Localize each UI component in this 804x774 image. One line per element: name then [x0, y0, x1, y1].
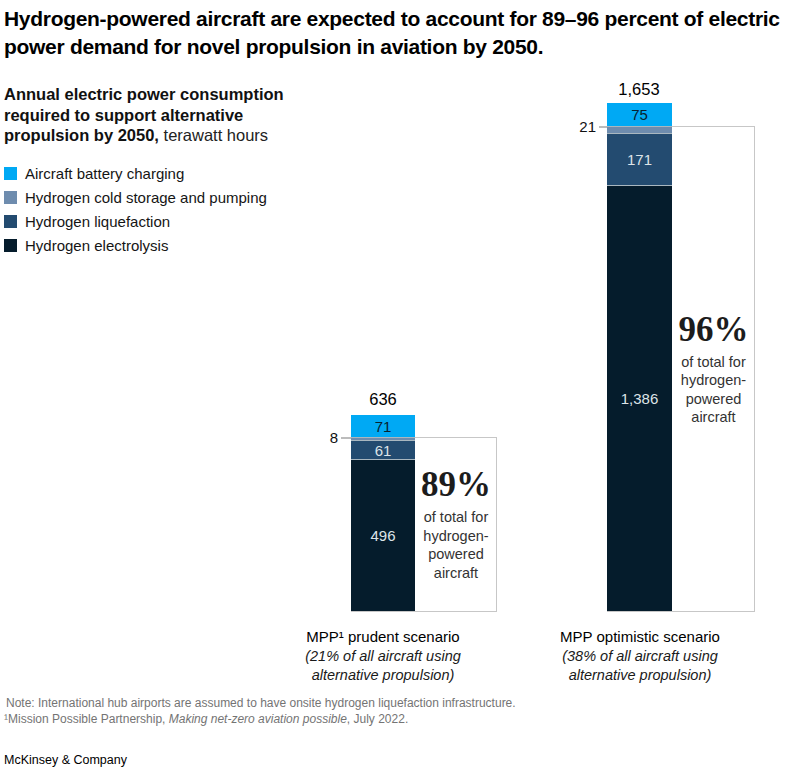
- legend-swatch-battery: [4, 167, 17, 180]
- segment-value-label: 1,386: [621, 390, 659, 407]
- cold-storage-callout-value: 21: [572, 119, 596, 135]
- annotation-line: of total for: [681, 353, 745, 372]
- legend-label: Hydrogen cold storage and pumping: [25, 189, 267, 206]
- segment-value-label: 171: [627, 151, 652, 168]
- legend-swatch-liquefaction: [4, 215, 17, 228]
- legend-item-liquefaction: Hydrogen liquefaction: [4, 209, 267, 233]
- bar-total-label: 636: [343, 390, 423, 409]
- segment-battery-charging: 71: [351, 415, 415, 437]
- bar-total-label: 1,653: [599, 80, 679, 99]
- page-title: Hydrogen-powered aircraft are expected t…: [4, 5, 796, 61]
- annotation-line: hydrogen-: [681, 371, 746, 390]
- note-text: Note: International hub airports are ass…: [6, 695, 766, 711]
- legend-item-battery: Aircraft battery charging: [4, 161, 267, 185]
- category-name: MPP optimistic scenario: [535, 627, 745, 647]
- annotation-text-optimistic: 96% of total for hydrogen- powered aircr…: [673, 126, 754, 611]
- legend-item-cold-storage: Hydrogen cold storage and pumping: [4, 185, 267, 209]
- annotation-line: powered: [686, 390, 742, 409]
- source-text: ¹Mission Possible Partnership, Making ne…: [4, 711, 764, 727]
- segment-electrolysis: 1,386: [607, 185, 672, 611]
- segment-value-label: 75: [631, 106, 648, 123]
- category-subnote: (38% of all aircraft using: [535, 647, 745, 666]
- cold-storage-callout-value: 8: [314, 430, 338, 446]
- pct-value: 96%: [679, 311, 749, 349]
- bar-prudent: 71 61 496: [351, 415, 415, 611]
- annotation-line: hydrogen-: [423, 527, 488, 546]
- source-suffix: , July 2022.: [347, 712, 408, 726]
- segment-liquefaction: 171: [607, 133, 672, 185]
- legend-label: Aircraft battery charging: [25, 165, 184, 182]
- leader-line: [341, 437, 351, 439]
- category-name: MPP¹ prudent scenario: [278, 627, 488, 647]
- bar-optimistic: 75 171 1,386: [607, 103, 672, 611]
- leader-line: [599, 126, 607, 128]
- legend: Aircraft battery charging Hydrogen cold …: [4, 161, 267, 257]
- category-subnote: alternative propulsion): [535, 666, 745, 685]
- annotation-line: aircraft: [434, 564, 478, 583]
- legend-swatch-electrolysis: [4, 239, 17, 252]
- annotation-line: powered: [428, 545, 484, 564]
- segment-value-label: 496: [370, 527, 395, 544]
- brand-footer: McKinsey & Company: [4, 753, 127, 767]
- segment-value-label: 61: [375, 442, 392, 459]
- annotation-line: aircraft: [691, 408, 735, 427]
- legend-label: Hydrogen electrolysis: [25, 237, 168, 254]
- legend-item-electrolysis: Hydrogen electrolysis: [4, 233, 267, 257]
- category-subnote: alternative propulsion): [278, 666, 488, 685]
- segment-cold-storage: [607, 126, 672, 133]
- source-title: Making net-zero aviation possible: [169, 712, 347, 726]
- pct-value: 89%: [421, 466, 491, 504]
- chart-subtitle-unit: terawatt hours: [159, 126, 268, 144]
- segment-electrolysis: 496: [351, 459, 415, 611]
- exhibit-canvas: Hydrogen-powered aircraft are expected t…: [0, 0, 804, 774]
- category-label-optimistic: MPP optimistic scenario (38% of all airc…: [535, 627, 745, 685]
- segment-battery-charging: 75: [607, 103, 672, 126]
- annotation-text-prudent: 89% of total for hydrogen- powered aircr…: [416, 437, 496, 611]
- legend-label: Hydrogen liquefaction: [25, 213, 170, 230]
- category-subnote: (21% of all aircraft using: [278, 647, 488, 666]
- annotation-line: of total for: [424, 508, 488, 527]
- segment-liquefaction: 61: [351, 440, 415, 459]
- segment-value-label: 71: [375, 418, 392, 435]
- source-prefix: ¹Mission Possible Partnership,: [4, 712, 169, 726]
- category-label-prudent: MPP¹ prudent scenario (21% of all aircra…: [278, 627, 488, 685]
- chart-subtitle: Annual electric power consumption requir…: [4, 84, 299, 146]
- legend-swatch-cold-storage: [4, 191, 17, 204]
